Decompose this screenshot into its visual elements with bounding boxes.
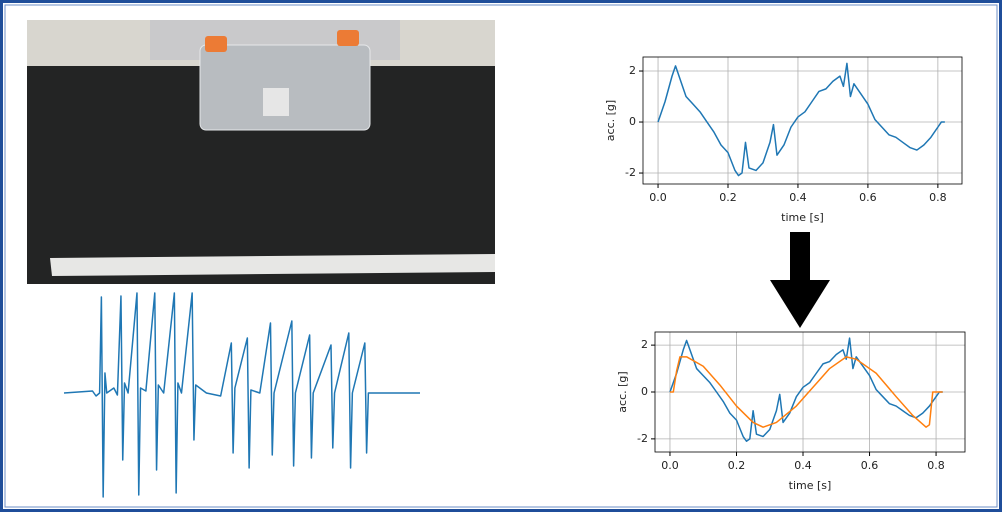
arrow-shaft <box>790 232 810 282</box>
arrow-head <box>770 280 830 328</box>
x-tick-label: 0.4 <box>789 191 807 204</box>
x-tick-label: 0.8 <box>927 459 945 472</box>
x-tick-label: 0.6 <box>861 459 879 472</box>
y-axis-label: acc. [g] <box>616 371 629 412</box>
photo-box <box>199 44 371 131</box>
x-tick-label: 0.4 <box>794 459 812 472</box>
y-axis-label: acc. [g] <box>604 100 617 141</box>
series-line <box>669 356 943 428</box>
series-line <box>669 337 943 442</box>
x-axis-label: time [s] <box>789 479 832 492</box>
x-tick-label: 0.2 <box>728 459 746 472</box>
y-tick-label: -2 <box>637 432 648 445</box>
plot-frame <box>642 56 963 185</box>
y-tick-label: 2 <box>641 338 648 351</box>
arrow <box>770 232 830 328</box>
x-tick-label: 0.8 <box>929 191 947 204</box>
photo-tape <box>50 254 495 276</box>
photo-cap <box>205 36 227 52</box>
series-line <box>657 62 945 177</box>
series-line <box>63 292 420 498</box>
x-tick-label: 0.6 <box>859 191 877 204</box>
x-axis-label: time [s] <box>781 211 824 224</box>
photo-label <box>263 88 289 116</box>
x-tick-label: 0.2 <box>719 191 737 204</box>
photo <box>27 20 495 284</box>
y-tick-label: 0 <box>641 385 648 398</box>
plot-frame <box>654 331 966 453</box>
x-tick-label: 0.0 <box>661 459 679 472</box>
y-tick-label: 2 <box>629 64 636 77</box>
y-tick-label: 0 <box>629 115 636 128</box>
photo-cap <box>337 30 359 46</box>
y-tick-label: -2 <box>625 166 636 179</box>
x-tick-label: 0.0 <box>649 191 667 204</box>
inner-frame <box>4 4 998 508</box>
